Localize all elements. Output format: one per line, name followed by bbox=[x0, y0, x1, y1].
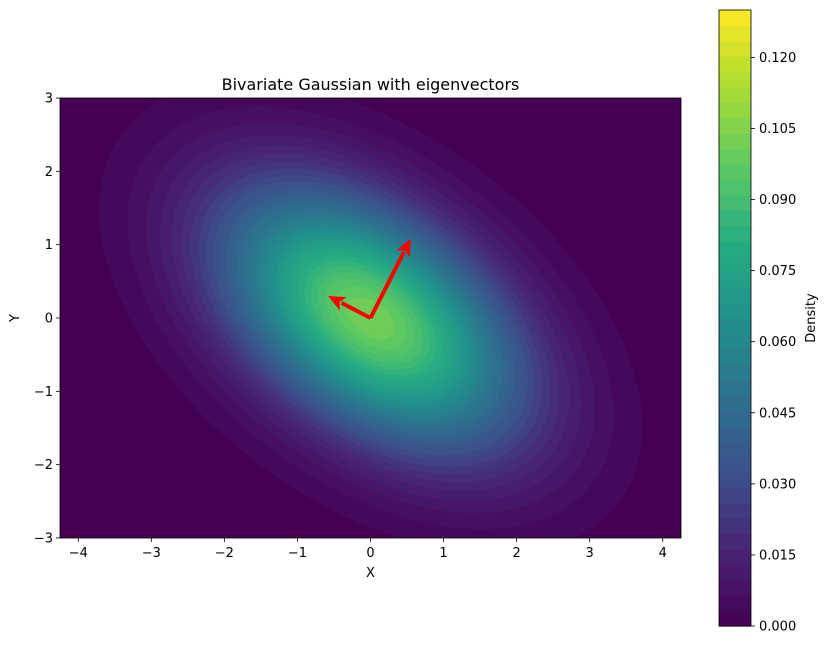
y-tick-label: 1 bbox=[45, 238, 53, 253]
colorbar-band bbox=[719, 425, 751, 442]
colorbar-tick-label: 0.000 bbox=[759, 620, 796, 635]
colorbar-band bbox=[719, 164, 751, 180]
x-tick-label: 2 bbox=[512, 546, 520, 561]
colorbar-tick-label: 0.045 bbox=[759, 406, 796, 421]
colorbar-band bbox=[719, 333, 751, 350]
colorbar-band bbox=[719, 71, 751, 88]
colorbar-tick-label: 0.105 bbox=[759, 122, 796, 137]
colorbar-band bbox=[719, 595, 751, 612]
plot-area bbox=[60, 98, 681, 538]
x-tick-label: −3 bbox=[142, 546, 161, 561]
colorbar-band bbox=[719, 271, 751, 288]
colorbar: 0.000 0.015 0.030 0.045 0.060 0.075 0.090 0.105… bbox=[718, 9, 819, 635]
x-tick-label: −1 bbox=[288, 546, 307, 561]
x-tick-label: −2 bbox=[215, 546, 234, 561]
chart-title: Bivariate Gaussian with eigenvectors bbox=[222, 75, 520, 94]
y-tick-label: −3 bbox=[34, 532, 53, 547]
colorbar-band bbox=[719, 441, 751, 458]
colorbar-tick-label: 0.075 bbox=[759, 264, 796, 279]
colorbar-band bbox=[719, 472, 751, 488]
colorbar-band bbox=[719, 194, 751, 211]
colorbar-band bbox=[719, 287, 751, 304]
colorbar-tick-label: 0.120 bbox=[759, 51, 796, 66]
colorbar-band bbox=[719, 610, 751, 627]
colorbar-band bbox=[719, 395, 751, 411]
colorbar-band bbox=[719, 302, 751, 319]
colorbar-band bbox=[719, 102, 751, 119]
eigenvector-arrow bbox=[368, 238, 411, 319]
colorbar-frame bbox=[718, 9, 752, 627]
colorbar-band bbox=[719, 487, 751, 504]
y-tick-label: 2 bbox=[45, 165, 53, 180]
colorbar-tick-label: 0.030 bbox=[759, 477, 796, 492]
y-axis: −3 −2 −1 0 1 2 3 bbox=[34, 92, 60, 547]
eigenvector-shaft bbox=[340, 301, 372, 320]
colorbar-tick-label: 0.090 bbox=[759, 193, 796, 208]
colorbar-tick-label: 0.060 bbox=[759, 335, 796, 350]
eigenvector-shaft bbox=[368, 251, 406, 319]
density-contours bbox=[98, 98, 643, 538]
colorbar-band bbox=[719, 348, 751, 365]
colorbar-band bbox=[719, 364, 751, 381]
colorbar-band bbox=[719, 502, 751, 519]
colorbar-band bbox=[719, 533, 751, 550]
colorbar-band bbox=[719, 456, 751, 473]
y-tick-label: −2 bbox=[34, 458, 53, 473]
x-tick-label: 0 bbox=[366, 546, 374, 561]
colorbar-tick-label: 0.015 bbox=[759, 548, 796, 563]
x-axis-label: X bbox=[366, 566, 375, 581]
colorbar-band bbox=[719, 179, 751, 196]
eigenvector-arrow bbox=[328, 296, 372, 320]
y-tick-label: 0 bbox=[45, 312, 53, 327]
colorbar-band bbox=[719, 241, 751, 257]
colorbar-band bbox=[719, 564, 751, 581]
eigenvector-head bbox=[396, 238, 411, 258]
colorbar-band bbox=[719, 25, 751, 42]
colorbar-band bbox=[719, 256, 751, 273]
colorbar-band bbox=[719, 579, 751, 596]
colorbar-band bbox=[719, 225, 751, 242]
y-tick-label: 3 bbox=[45, 92, 53, 107]
x-tick-label: 1 bbox=[439, 546, 447, 561]
colorbar-band bbox=[719, 133, 751, 150]
colorbar-band bbox=[719, 87, 751, 103]
colorbar-band bbox=[719, 379, 751, 396]
x-tick-label: −4 bbox=[69, 546, 88, 561]
y-axis-label: Y bbox=[8, 314, 23, 323]
x-tick-label: 4 bbox=[659, 546, 667, 561]
colorbar-band bbox=[719, 318, 751, 334]
y-tick-label: −1 bbox=[34, 385, 53, 400]
colorbar-band bbox=[719, 10, 751, 26]
colorbar-band bbox=[719, 549, 751, 565]
colorbar-ticks: 0.000 0.015 0.030 0.045 0.060 0.075 0.090 0.105… bbox=[751, 51, 796, 635]
colorbar-band bbox=[719, 40, 751, 57]
colorbar-band bbox=[719, 210, 751, 227]
colorbar-band bbox=[719, 117, 751, 134]
colorbar-band bbox=[719, 148, 751, 165]
colorbar-bands bbox=[719, 10, 751, 627]
x-tick-label: 3 bbox=[586, 546, 594, 561]
colorbar-band bbox=[719, 518, 751, 535]
colorbar-band bbox=[719, 410, 751, 427]
colorbar-band bbox=[719, 56, 751, 73]
x-axis: −4 −3 −2 −1 0 1 2 3 4 bbox=[69, 538, 667, 561]
eigenvectors bbox=[328, 238, 411, 320]
eigenvector-head bbox=[328, 296, 347, 311]
colorbar-label: Density bbox=[804, 293, 819, 343]
